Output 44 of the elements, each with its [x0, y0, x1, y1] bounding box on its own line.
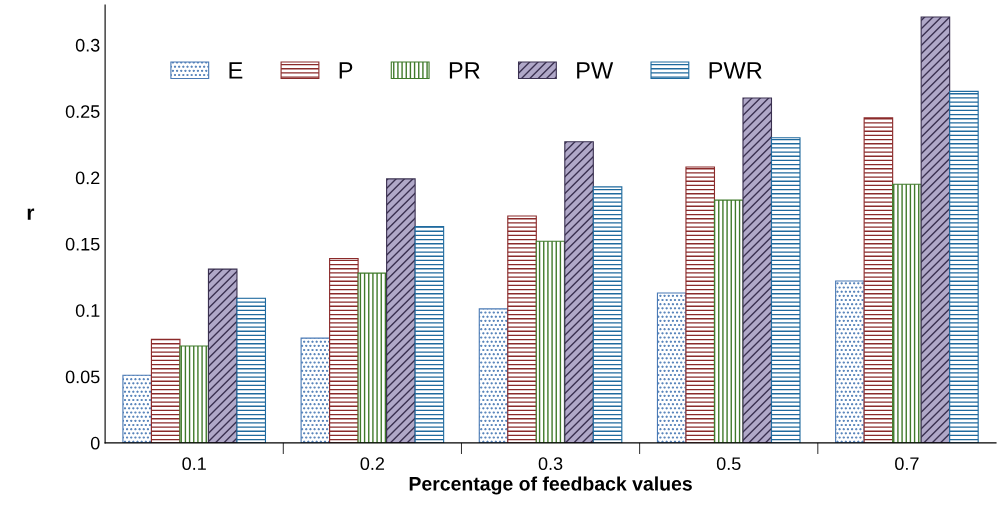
bar — [920, 16, 951, 443]
bar — [179, 345, 210, 443]
bar — [949, 90, 979, 443]
y-tick-label: 0.1 — [75, 304, 100, 317]
y-tick-label: 0.25 — [65, 105, 100, 118]
bar — [478, 308, 509, 443]
bar — [835, 280, 865, 443]
y-tick-label: 0.3 — [75, 38, 100, 52]
x-axis-title: Percentage of feedback values — [409, 476, 692, 495]
y-tick-label: 0.05 — [65, 370, 100, 384]
bar — [207, 268, 238, 443]
bar — [863, 117, 894, 443]
bar — [592, 186, 623, 443]
bar — [236, 297, 267, 443]
bar — [414, 226, 445, 443]
bar — [564, 141, 594, 443]
x-tick-label: 0.5 — [716, 457, 741, 471]
legend-label: PW — [577, 62, 614, 79]
bar — [535, 240, 566, 443]
legend-label: PR — [449, 62, 480, 79]
bar — [507, 215, 537, 443]
bar — [685, 166, 716, 443]
legend-label: PWR — [709, 62, 762, 79]
legend-label: E — [229, 62, 243, 79]
x-tick-label: 0.7 — [895, 457, 919, 471]
bar — [357, 272, 388, 443]
x-tick-label: 0.1 — [182, 457, 206, 471]
x-tick-label: 0.3 — [538, 457, 563, 471]
y-axis-title: r — [27, 208, 35, 220]
bar — [386, 178, 416, 443]
y-tick-label: 0 — [90, 436, 100, 450]
y-tick-label: 0.15 — [65, 237, 100, 251]
bar — [150, 338, 181, 443]
bar — [122, 374, 152, 443]
bar — [770, 137, 801, 443]
legend-label: P — [339, 62, 353, 79]
bar — [329, 257, 359, 443]
x-tick-label: 0.2 — [360, 457, 385, 471]
bar — [742, 97, 773, 443]
bar — [656, 292, 687, 443]
bar — [713, 199, 744, 443]
bar — [892, 183, 922, 443]
y-tick-label: 0.2 — [75, 171, 100, 185]
bar — [300, 337, 331, 443]
